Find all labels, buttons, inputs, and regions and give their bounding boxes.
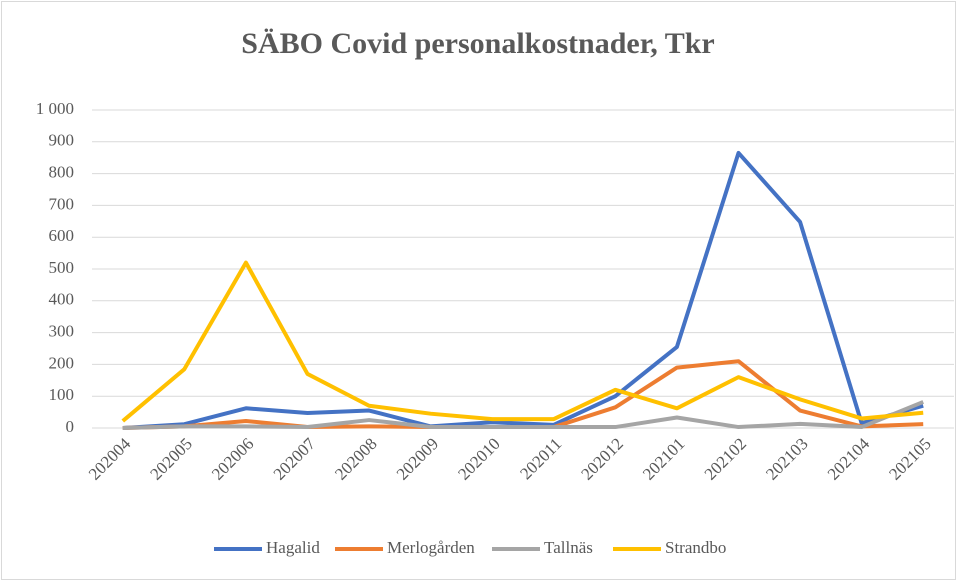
y-tick-label: 400 — [49, 290, 75, 309]
legend-label: Hagalid — [266, 538, 320, 557]
legend-label: Strandbo — [665, 538, 726, 557]
legend-label: Tallnäs — [544, 538, 593, 557]
y-tick-label: 600 — [49, 226, 75, 245]
y-tick-label: 1 000 — [36, 99, 74, 118]
line-series — [121, 260, 924, 423]
legend-label: Merlogården — [387, 538, 475, 557]
chart-title: SÄBO Covid personalkostnader, Tkr — [241, 27, 714, 60]
y-tick-label: 100 — [49, 385, 75, 404]
y-tick-label: 900 — [49, 131, 75, 150]
y-tick-label: 500 — [49, 258, 75, 277]
line-series — [122, 400, 924, 430]
line-series — [122, 150, 924, 430]
y-tick-label: 300 — [49, 322, 75, 341]
y-tick-label: 800 — [49, 163, 75, 182]
y-tick-label: 700 — [49, 194, 75, 213]
y-tick-label: 0 — [66, 417, 75, 436]
y-tick-label: 200 — [49, 353, 75, 372]
